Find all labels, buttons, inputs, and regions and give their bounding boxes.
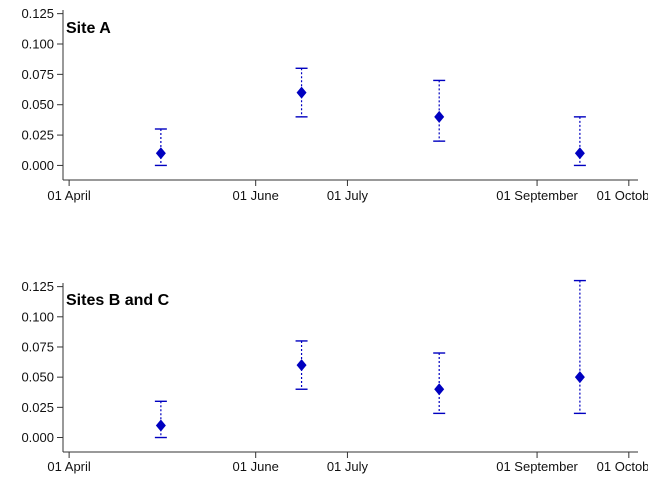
x-tick-label: 01 September xyxy=(496,188,578,203)
data-point xyxy=(296,359,307,372)
y-tick-label: 0.050 xyxy=(21,97,54,112)
y-tick-label: 0.075 xyxy=(21,67,54,82)
y-tick-label: 0.000 xyxy=(21,430,54,445)
x-tick-label: 01 June xyxy=(233,459,279,474)
data-point xyxy=(574,371,585,384)
y-tick-label: 0.125 xyxy=(21,6,54,21)
x-tick-label: 01 October xyxy=(597,459,648,474)
y-tick-label: 0.025 xyxy=(21,128,54,143)
data-point xyxy=(155,147,166,160)
data-point xyxy=(574,147,585,160)
x-tick-label: 01 April xyxy=(47,459,90,474)
panel-site-a: Site A 0.000 0.025 0.050 0.075 0.100 0.125 01 … xyxy=(21,6,648,203)
y-tick-label: 0.125 xyxy=(21,279,54,294)
data-point xyxy=(155,419,166,432)
data-point xyxy=(434,383,445,396)
data-point xyxy=(296,86,307,99)
x-tick-label: 01 September xyxy=(496,459,578,474)
panel-sites-b-and-c: Sites B and C 0.000 0.025 0.050 0.075 0.100 0… xyxy=(21,279,648,474)
data-point xyxy=(434,110,445,123)
y-tick-label: 0.025 xyxy=(21,400,54,415)
x-tick-label: 01 April xyxy=(47,188,90,203)
y-tick-label: 0.075 xyxy=(21,339,54,354)
y-tick-label: 0.000 xyxy=(21,158,54,173)
panel-title: Site A xyxy=(66,20,111,37)
y-tick-label: 0.050 xyxy=(21,370,54,385)
panel-title: Sites B and C xyxy=(66,292,170,309)
x-tick-label: 01 July xyxy=(327,459,369,474)
y-tick-label: 0.100 xyxy=(21,309,54,324)
x-tick-label: 01 June xyxy=(233,188,279,203)
y-tick-label: 0.100 xyxy=(21,37,54,52)
x-tick-label: 01 July xyxy=(327,188,369,203)
x-tick-label: 01 October xyxy=(597,188,648,203)
